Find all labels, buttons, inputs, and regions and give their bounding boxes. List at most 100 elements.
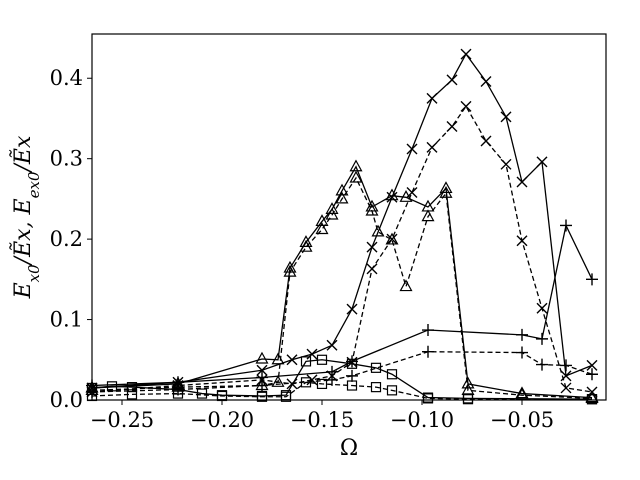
- data-point-cross: [426, 141, 438, 153]
- series-line: [91, 105, 593, 393]
- data-point-triangle: [421, 209, 435, 222]
- data-point-plus: [422, 345, 434, 358]
- data-point-square: [586, 394, 598, 405]
- data-point-cross: [480, 75, 492, 87]
- plot-frame: [91, 33, 607, 401]
- data-point-square: [300, 356, 312, 367]
- data-point-triangle: [255, 351, 269, 364]
- data-point-plus: [560, 219, 572, 232]
- x-tick-label: −0.15: [290, 408, 354, 432]
- series-line: [91, 381, 592, 400]
- data-point-cross: [460, 48, 472, 60]
- data-point-plus: [536, 358, 548, 371]
- x-axis-ticks: −0.25 −0.20 −0.15 −0.10 −0.05: [90, 400, 554, 432]
- data-point-plus: [422, 324, 434, 337]
- series-0: [86, 48, 598, 394]
- data-point-square: [196, 388, 208, 399]
- series-2: [85, 159, 599, 403]
- data-point-square: [316, 378, 328, 390]
- series-line: [91, 223, 593, 387]
- data-point-cross: [286, 354, 298, 366]
- series-line: [91, 359, 593, 400]
- data-point-cross: [460, 100, 472, 112]
- data-point-square: [422, 393, 434, 404]
- y-tick-label: 0.4: [50, 66, 83, 90]
- x-axis-label: Ω: [340, 436, 358, 461]
- data-point-cross: [516, 235, 528, 247]
- data-point-triangle: [335, 191, 349, 204]
- data-point-cross: [500, 111, 512, 123]
- data-point-plus: [586, 273, 598, 286]
- data-point-square: [316, 354, 328, 365]
- y-tick-label: 0.1: [50, 308, 83, 332]
- data-point-square: [462, 394, 474, 405]
- y-tick-label: 0.0: [50, 388, 83, 412]
- data-point-cross: [386, 233, 398, 245]
- data-point-plus: [516, 328, 528, 341]
- data-point-square: [106, 381, 118, 392]
- data-point-triangle: [315, 214, 329, 227]
- data-point-cross: [386, 191, 398, 203]
- data-point-triangle: [371, 224, 385, 237]
- y-axis-label-text: x, E: [11, 198, 36, 240]
- data-point-cross: [256, 364, 268, 376]
- data-point-square: [280, 391, 292, 402]
- data-point-triangle: [335, 183, 349, 196]
- data-point-cross: [480, 135, 492, 147]
- series-line: [91, 351, 593, 393]
- data-point-cross: [536, 156, 548, 168]
- data-point-plus: [346, 369, 358, 382]
- data-point-triangle: [299, 239, 313, 252]
- data-point-triangle: [299, 235, 313, 247]
- data-point-plus: [560, 359, 572, 372]
- y-axis-label-text: /Ẽ: [8, 148, 36, 173]
- x-tick-label: −0.20: [190, 408, 254, 432]
- data-point-cross: [326, 339, 338, 351]
- y-axis-label: Ex0/Ẽx, Eex0/Ẽx: [8, 135, 43, 299]
- series-3: [85, 170, 599, 403]
- series-line: [91, 176, 593, 400]
- data-point-triangle: [325, 207, 339, 220]
- data-point-triangle: [515, 386, 529, 399]
- data-point-triangle: [399, 190, 413, 202]
- data-point-cross: [306, 348, 318, 360]
- data-point-triangle: [325, 202, 339, 214]
- data-point-cross: [500, 158, 512, 170]
- series-4: [86, 219, 598, 392]
- data-point-triangle: [385, 188, 399, 201]
- plot-marks: [85, 48, 599, 405]
- data-point-cross: [586, 359, 598, 371]
- data-point-square: [172, 388, 184, 399]
- data-point-triangle: [283, 264, 297, 277]
- y-axis-label-subscript: ex0: [25, 171, 43, 198]
- data-point-plus: [256, 379, 268, 392]
- data-point-cross: [446, 74, 458, 86]
- series-6: [86, 354, 598, 405]
- data-point-triangle: [439, 181, 453, 194]
- data-point-square: [386, 369, 398, 380]
- y-tick-label: 0.2: [50, 227, 83, 251]
- data-point-square: [126, 389, 138, 400]
- y-axis-label-text: E: [11, 282, 36, 299]
- data-point-cross: [426, 92, 438, 104]
- data-point-triangle: [315, 222, 329, 235]
- data-point-triangle: [365, 203, 379, 216]
- data-point-square: [346, 358, 358, 369]
- data-point-triangle: [349, 159, 363, 172]
- data-point-plus: [536, 332, 548, 345]
- x-tick-label: −0.10: [390, 408, 454, 432]
- data-point-cross: [366, 241, 378, 253]
- y-axis-label-subscript: x0: [25, 264, 43, 282]
- data-point-square: [370, 382, 382, 393]
- data-point-triangle: [399, 279, 413, 292]
- y-tick-label: 0.3: [50, 147, 83, 171]
- data-point-triangle: [349, 170, 363, 183]
- series-line: [91, 52, 593, 389]
- y-axis-label-text: /Ẽ: [8, 241, 36, 266]
- y-axis-label-text: x: [11, 135, 36, 148]
- data-point-plus: [586, 368, 598, 381]
- x-tick-label: −0.05: [490, 408, 554, 432]
- data-point-cross: [516, 176, 528, 188]
- data-point-square: [256, 391, 268, 402]
